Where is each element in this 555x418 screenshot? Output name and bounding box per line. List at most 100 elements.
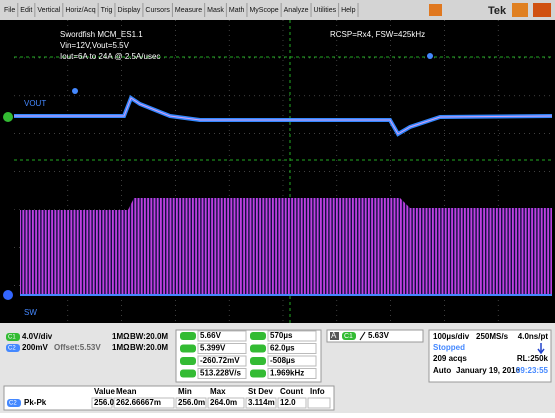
minimize-button[interactable]	[512, 3, 528, 17]
menu-icon[interactable]	[429, 4, 442, 16]
menu-item[interactable]: Edit	[20, 7, 32, 14]
menu-item[interactable]: File	[4, 7, 15, 14]
sample-rate: 250MS/s	[476, 332, 509, 341]
channel-scale: 200mV	[22, 343, 48, 352]
trace-label: VOUT	[24, 99, 46, 108]
menu-item[interactable]: Utilities	[314, 7, 337, 14]
cursor-value-box	[267, 355, 317, 367]
menu-item[interactable]: Math	[229, 7, 245, 14]
cell-value: 3.114m	[248, 398, 275, 407]
row-label: Pk-Pk	[24, 398, 47, 407]
sw-waveform	[20, 198, 552, 294]
ch-marker	[3, 112, 13, 122]
cursor-value: 513.228V/s	[200, 369, 241, 378]
trigger-level: 5.63V	[368, 331, 390, 340]
cursor-value: 5.66V	[200, 331, 222, 340]
trace-label: SW	[24, 308, 37, 317]
brand: Tek	[488, 5, 507, 17]
table-header: Min	[178, 387, 192, 396]
cursor-badge	[250, 357, 266, 365]
cursor-value: -508µs	[270, 356, 296, 365]
cursor-badge	[180, 332, 196, 340]
note: Iout=6A to 24A @ 2.5A/usec	[60, 52, 160, 61]
cell	[91, 397, 113, 409]
cursor-badge	[180, 369, 196, 378]
menu-item[interactable]: Cursors	[145, 7, 170, 14]
cursor-value: 62.0µs	[270, 344, 295, 353]
table-header: Max	[210, 387, 226, 396]
acq-state: Stopped	[433, 343, 465, 352]
channel-impedance: 1MΩ	[112, 332, 130, 341]
note: Vin=12V,Vout=5.5V	[60, 41, 130, 50]
menu-item[interactable]: Horiz/Acq	[65, 7, 95, 14]
cell	[175, 397, 207, 409]
table-header: Info	[310, 387, 325, 396]
marker	[427, 53, 433, 59]
channel-bandwidth: BW:20.0M	[130, 332, 168, 341]
cell-value: 12.0	[280, 398, 296, 407]
cursor-value: -260.72mV	[200, 356, 240, 365]
row-badge	[7, 399, 21, 407]
trigger-auto: Auto	[433, 366, 451, 375]
marker	[72, 88, 78, 94]
timebase-readout	[428, 329, 552, 383]
cursor-value-box	[197, 330, 247, 342]
note: RCSP=Rx4, FSW=425kHz	[330, 30, 425, 39]
cell	[113, 397, 175, 409]
cursor-value-box	[197, 368, 247, 379]
note: Swordfish MCM_ES1.1	[60, 30, 143, 39]
cell-value: 262.66667m	[116, 398, 161, 407]
cursor-value: 1.969kHz	[270, 369, 304, 378]
cursor-badge	[250, 369, 266, 378]
record-length: RL:250k	[517, 354, 549, 363]
table-header: Mean	[116, 387, 137, 396]
menu-item[interactable]: Vertical	[37, 7, 60, 14]
cursor-badge	[250, 332, 266, 340]
menu-item[interactable]: Analyze	[284, 7, 309, 14]
cursor-value-box	[197, 355, 247, 367]
cell	[277, 397, 307, 409]
cursor-value: 5.399V	[200, 344, 226, 353]
row-badge-label: C2	[9, 401, 17, 407]
cursor-badge	[250, 344, 266, 353]
cell-value: 264.0m	[210, 398, 237, 407]
menu-item[interactable]: Help	[341, 7, 356, 14]
resolution: 4.0ns/pt	[518, 332, 549, 341]
cursor-value-box	[267, 343, 317, 354]
menu-item[interactable]: Measure	[175, 7, 202, 14]
cell	[207, 397, 245, 409]
channel-scale: 4.0V/div	[22, 332, 53, 341]
menu-item[interactable]: Trig	[101, 7, 113, 14]
menu-bar	[0, 0, 555, 20]
menu-item[interactable]: Mask	[207, 7, 224, 14]
channel-badge	[6, 333, 20, 341]
table-header: Value	[94, 387, 115, 396]
cursor-value-box	[267, 330, 317, 342]
close-button[interactable]	[533, 3, 551, 17]
trigger-mode: A	[331, 331, 337, 340]
table-header: St Dev	[248, 387, 273, 396]
channel-impedance: 1MΩ	[112, 343, 130, 352]
channel-offset: Offset:5.53V	[54, 343, 101, 352]
menu-item[interactable]: Display	[117, 7, 140, 14]
cell-value: 256.0mV	[94, 398, 127, 407]
time: 09:23:55	[516, 366, 549, 375]
acq-count: 209 acqs	[433, 354, 467, 363]
channel-badge	[6, 344, 20, 352]
ch-marker	[3, 290, 13, 300]
channel-badge-label: C2	[8, 346, 16, 352]
timebase-scale: 100µs/div	[433, 332, 470, 341]
table-header: Count	[280, 387, 303, 396]
cell	[307, 397, 331, 409]
channel-bandwidth: BW:20.0M	[130, 343, 168, 352]
trigger-source: C1	[344, 333, 353, 340]
channel-badge-label: C1	[8, 335, 16, 341]
menu-item[interactable]: MyScope	[249, 7, 278, 14]
cell	[245, 397, 277, 409]
cursor-badge	[180, 344, 196, 353]
date: January 19, 2016	[456, 366, 521, 375]
cursor-value: 570µs	[270, 331, 293, 340]
cursor-value-box	[267, 368, 317, 379]
vout-envelope	[14, 97, 553, 135]
